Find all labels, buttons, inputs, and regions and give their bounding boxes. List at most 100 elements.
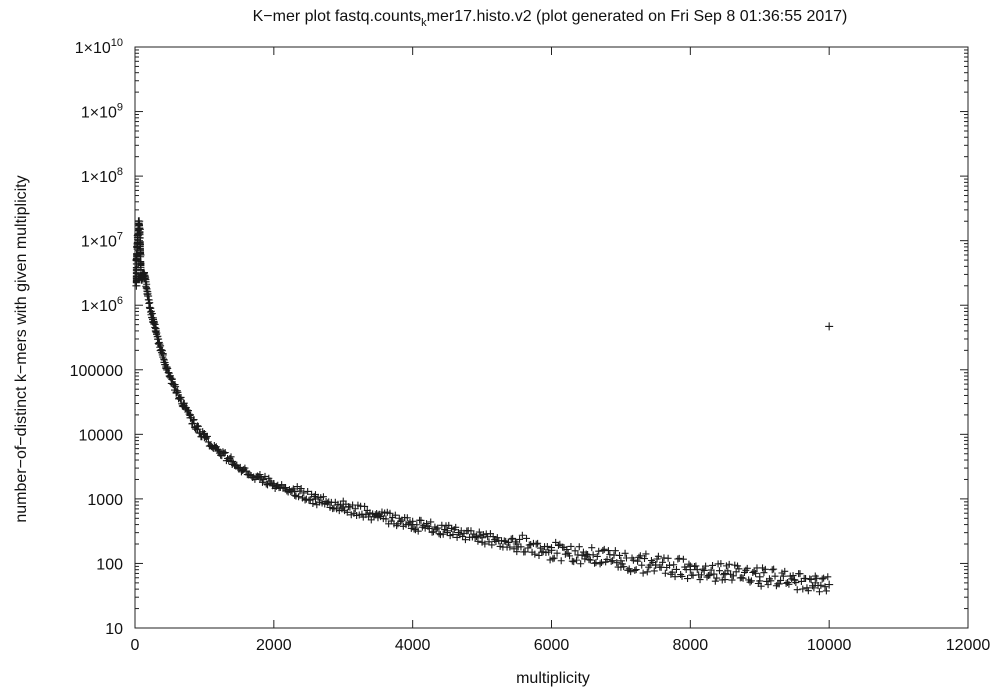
data-point	[260, 475, 268, 483]
data-point	[509, 534, 517, 542]
data-point	[200, 433, 209, 442]
data-point	[255, 474, 264, 483]
data-point	[806, 575, 814, 583]
y-tick-label: 1×107	[81, 231, 123, 251]
data-point	[269, 480, 278, 489]
data-point	[434, 524, 442, 532]
data-point	[300, 489, 308, 497]
data-point	[397, 518, 405, 526]
data-point	[661, 569, 669, 577]
data-point	[635, 553, 643, 561]
data-point	[735, 565, 743, 573]
data-point	[293, 483, 301, 491]
data-point	[151, 326, 160, 335]
data-point	[678, 572, 686, 580]
data-point	[807, 575, 815, 583]
data-point	[141, 275, 150, 284]
data-point	[790, 576, 799, 585]
data-point	[177, 393, 185, 401]
data-point	[339, 502, 348, 511]
data-point	[148, 310, 156, 318]
data-point	[478, 533, 487, 542]
data-point	[146, 304, 155, 313]
data-point	[532, 540, 540, 548]
y-tick-label: 1×1010	[75, 37, 123, 57]
data-point	[132, 256, 141, 265]
data-point	[435, 530, 443, 538]
data-point	[493, 534, 501, 542]
data-point	[747, 577, 755, 585]
data-point	[138, 270, 147, 279]
data-point	[713, 574, 721, 582]
data-point	[593, 552, 601, 560]
data-point	[185, 410, 193, 418]
y-tick-label-exponent: 9	[117, 102, 123, 114]
data-point	[547, 546, 556, 555]
data-point	[824, 573, 832, 581]
data-point	[567, 542, 575, 550]
x-tick-label: 8000	[673, 637, 709, 654]
data-point	[140, 268, 149, 277]
data-point	[403, 514, 411, 522]
data-point	[417, 516, 425, 524]
y-tick-label-mantissa: 1×10	[81, 169, 117, 186]
data-point	[817, 581, 825, 589]
data-point	[600, 545, 608, 553]
data-point	[757, 582, 765, 590]
data-point	[752, 569, 760, 577]
data-point	[768, 566, 776, 574]
data-point	[373, 511, 382, 520]
data-point	[781, 567, 789, 575]
y-tick-label: 1×106	[81, 295, 123, 315]
data-point	[700, 567, 708, 575]
data-point	[738, 574, 746, 582]
y-tick-label: 100	[96, 556, 123, 573]
data-point	[361, 502, 369, 510]
data-point	[770, 565, 778, 573]
data-point	[739, 574, 747, 582]
data-point	[577, 560, 585, 568]
data-point	[821, 583, 829, 591]
data-point	[706, 571, 714, 579]
data-point	[702, 562, 710, 570]
data-point	[536, 544, 544, 552]
y-tick-label: 1000	[87, 492, 123, 509]
data-point	[543, 542, 551, 550]
y-tick-label: 1×109	[81, 102, 123, 122]
data-point	[607, 557, 615, 565]
data-point	[295, 493, 303, 501]
data-point	[425, 524, 433, 532]
data-point	[452, 523, 460, 531]
data-point	[629, 556, 637, 564]
data-point	[306, 496, 314, 504]
data-point	[710, 570, 718, 578]
plot-area: 0 2000 4000 6000 8000 10000 12000 101001000100…	[70, 37, 991, 654]
data-point	[815, 588, 823, 596]
data-point	[173, 387, 181, 395]
data-point	[589, 551, 597, 559]
data-point	[685, 560, 693, 568]
data-point	[262, 480, 270, 488]
data-point	[616, 556, 625, 565]
data-point	[643, 568, 651, 576]
data-point	[517, 543, 525, 551]
data-point	[136, 250, 145, 259]
data-point	[221, 449, 229, 457]
data-point	[609, 557, 617, 565]
data-point	[777, 576, 785, 584]
data-point	[282, 484, 290, 492]
x-tick-label: 6000	[534, 637, 570, 654]
data-point	[507, 535, 515, 543]
data-point	[190, 416, 198, 424]
data-point	[563, 545, 571, 553]
data-point	[641, 555, 649, 563]
data-point	[414, 527, 422, 535]
data-point	[670, 561, 678, 569]
data-point	[679, 555, 687, 563]
data-point	[692, 562, 700, 570]
data-point	[158, 350, 167, 359]
data-point	[193, 425, 202, 434]
data-point	[696, 576, 704, 584]
y-tick-label: 10000	[79, 427, 124, 444]
x-tick-label: 4000	[395, 637, 431, 654]
